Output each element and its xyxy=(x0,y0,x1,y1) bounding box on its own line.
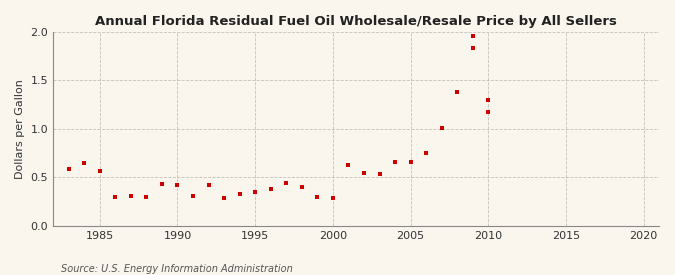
Point xyxy=(405,160,416,164)
Point xyxy=(421,151,431,155)
Point xyxy=(281,181,292,185)
Point xyxy=(250,190,261,194)
Point xyxy=(483,110,493,115)
Point xyxy=(374,171,385,176)
Point xyxy=(265,187,276,191)
Point xyxy=(343,163,354,167)
Point xyxy=(312,195,323,199)
Point xyxy=(203,183,214,187)
Point xyxy=(110,195,121,199)
Point xyxy=(234,192,245,196)
Y-axis label: Dollars per Gallon: Dollars per Gallon xyxy=(15,79,25,179)
Point xyxy=(467,46,478,51)
Point xyxy=(452,90,462,94)
Point xyxy=(483,98,493,102)
Point xyxy=(79,161,90,165)
Point xyxy=(219,196,230,200)
Point xyxy=(63,166,74,171)
Point xyxy=(188,194,198,198)
Point xyxy=(157,182,167,186)
Point xyxy=(126,194,136,198)
Point xyxy=(327,196,338,200)
Point xyxy=(358,170,369,175)
Point xyxy=(141,195,152,199)
Point xyxy=(389,160,400,164)
Title: Annual Florida Residual Fuel Oil Wholesale/Resale Price by All Sellers: Annual Florida Residual Fuel Oil Wholesa… xyxy=(95,15,617,28)
Point xyxy=(296,185,307,189)
Point xyxy=(172,183,183,187)
Text: Source: U.S. Energy Information Administration: Source: U.S. Energy Information Administ… xyxy=(61,264,292,274)
Point xyxy=(436,126,447,130)
Point xyxy=(95,168,105,173)
Point xyxy=(467,34,478,38)
